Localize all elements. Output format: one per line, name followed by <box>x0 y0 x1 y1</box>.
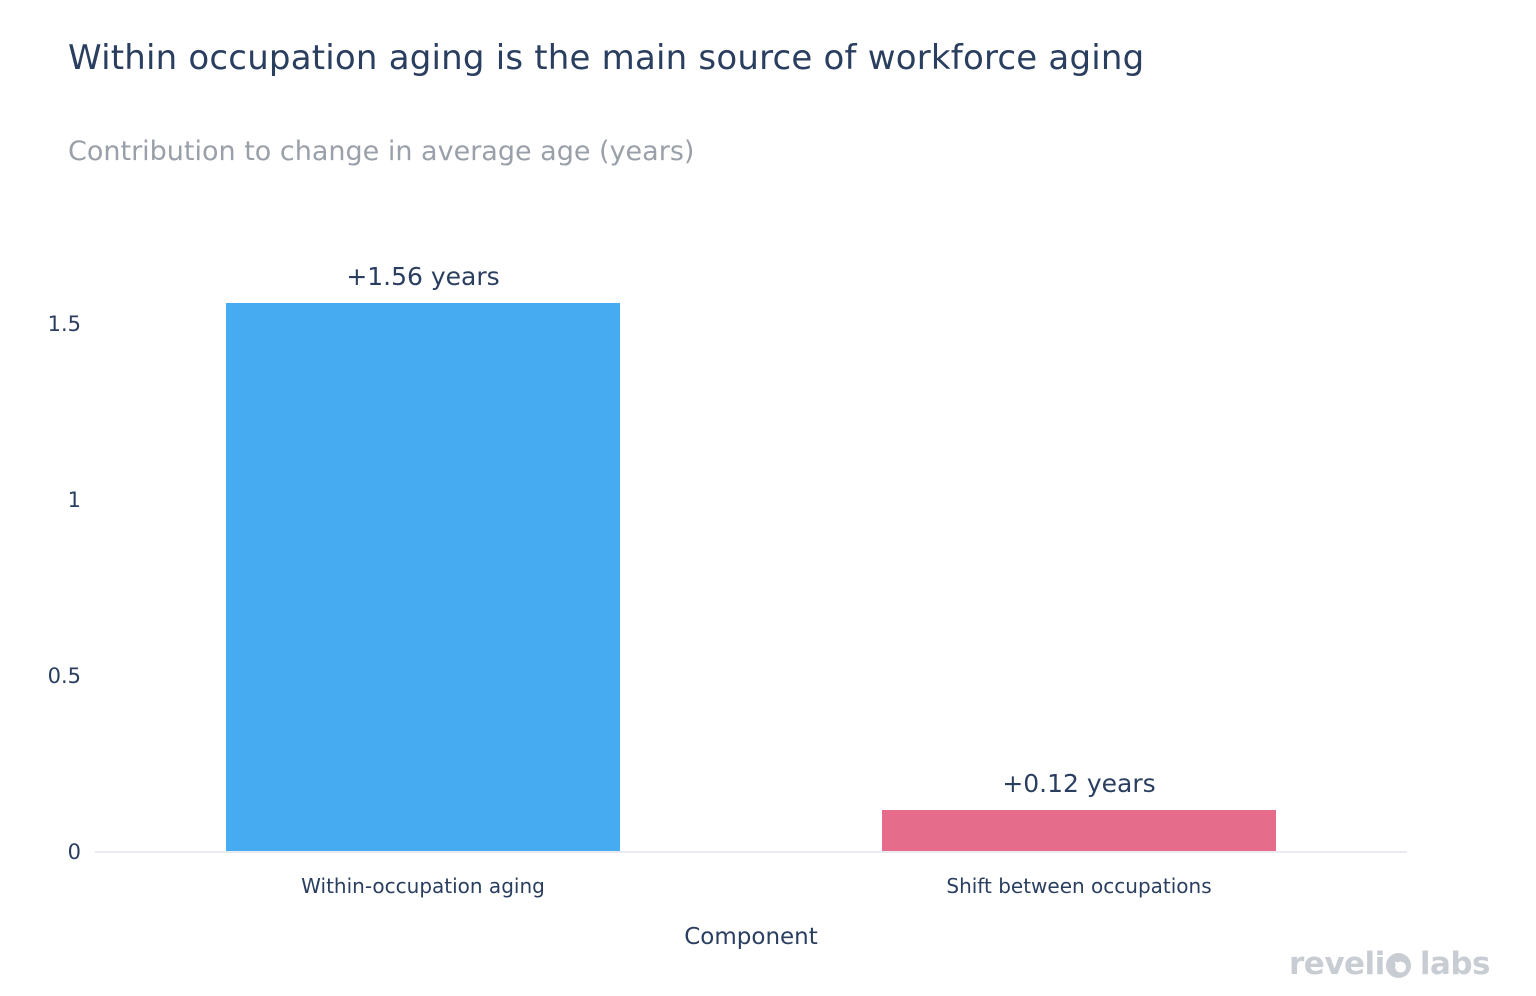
y-tick-label-1: 1 <box>67 488 81 512</box>
x-category-label-within-occupation-aging: Within-occupation aging <box>301 874 545 898</box>
bar-within-occupation-aging[interactable] <box>226 302 620 852</box>
chart-subtitle: Contribution to change in average age (y… <box>68 136 695 167</box>
revelio-labs-logo: reveli labs <box>1289 946 1491 982</box>
logo-text-revelio: reveli <box>1289 946 1385 982</box>
revelio-o-icon <box>1385 952 1411 978</box>
bar-value-label-shift-between-occupations: +0.12 years <box>1002 768 1156 798</box>
x-axis-line <box>95 851 1407 853</box>
chart-title: Within occupation aging is the main sour… <box>68 38 1145 78</box>
y-tick-label-0: 0 <box>67 840 81 864</box>
y-tick-label-0.5: 0.5 <box>47 664 81 688</box>
y-tick-label-1.5: 1.5 <box>47 312 81 336</box>
logo-text-labs: labs <box>1419 946 1491 982</box>
x-category-label-shift-between-occupations: Shift between occupations <box>946 874 1212 898</box>
x-axis-title: Component <box>684 924 818 950</box>
bar-value-label-within-occupation-aging: +1.56 years <box>346 261 500 291</box>
bar-shift-between-occupations[interactable] <box>882 809 1276 852</box>
plot-area: 0 0.5 1 1.5 +1.56 years Within-occupation ag… <box>48 230 1407 898</box>
